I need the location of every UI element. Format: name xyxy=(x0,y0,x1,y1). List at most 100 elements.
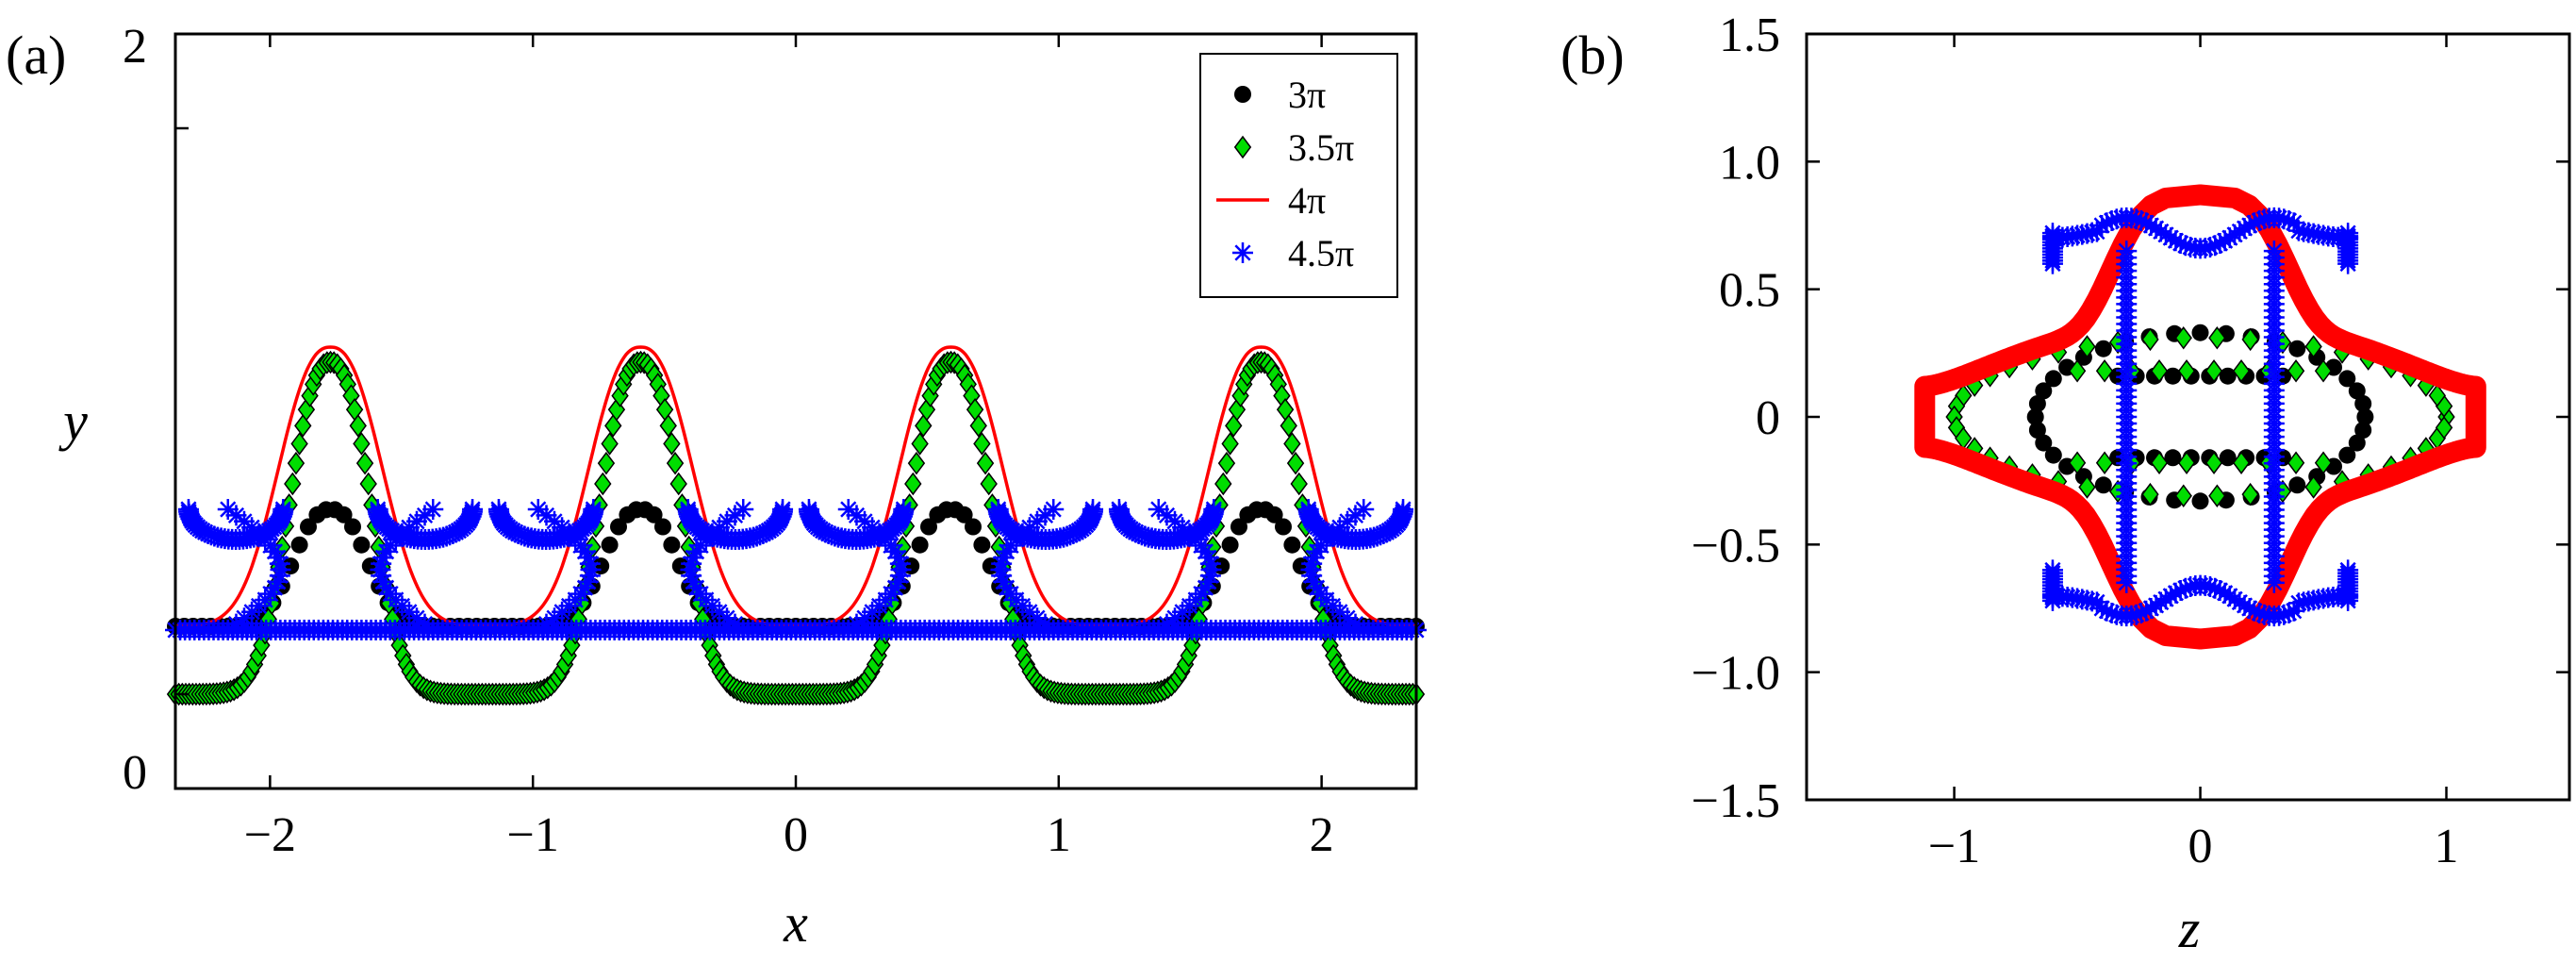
series-4-5pi-point-b xyxy=(2219,227,2240,249)
series-3-5pi-point-a xyxy=(969,414,987,438)
series-4-5pi-point-b xyxy=(2116,241,2138,262)
panel-a-xtick-label: 2 xyxy=(1310,808,1334,862)
series-4-5pi-point-a xyxy=(724,505,746,526)
series-3-5pi-point-a xyxy=(290,432,308,456)
series-3pi-point-b xyxy=(2288,340,2306,357)
series-3-5pi-point-a xyxy=(349,414,367,438)
series-3pi-point-b xyxy=(2354,422,2372,439)
series-4-5pi-point-b xyxy=(2041,223,2063,244)
series-3pi-point-a xyxy=(955,506,973,523)
series-3pi-point-a xyxy=(911,536,929,554)
series-4-5pi-point-a xyxy=(1156,505,1178,526)
series-3pi-point-b xyxy=(2026,408,2044,425)
series-4-5pi-point-b xyxy=(2243,600,2265,622)
series-3-5pi-point-b xyxy=(2078,475,2096,499)
series-4-5pi-point-a xyxy=(733,620,754,640)
panel-b-ytick-label: 0 xyxy=(1756,391,1780,445)
series-4-5pi-point-b xyxy=(2136,212,2157,234)
series-3pi-point-b xyxy=(2338,446,2356,464)
series-4-5pi-point-a xyxy=(1043,620,1065,640)
series-4-5pi-point-a xyxy=(1148,620,1169,640)
series-4-5pi-point-b xyxy=(2278,209,2300,231)
series-4-5pi-point-a xyxy=(1034,613,1056,635)
series-3-5pi-point-a xyxy=(359,472,377,496)
series-b-inner-point xyxy=(2232,451,2251,474)
series-4-5pi-point-a xyxy=(197,523,219,544)
series-4-5pi-point-a xyxy=(1199,553,1221,574)
series-4-5pi-point-a xyxy=(887,547,909,569)
series-4-5pi-point-a xyxy=(717,510,738,532)
series-4-5pi-point-a xyxy=(987,499,1009,520)
series-4-5pi-point-a xyxy=(507,523,529,544)
panel-b-xtick-label: −1 xyxy=(1928,820,1980,873)
series-b-inner-point xyxy=(2204,451,2223,474)
series-4-5pi-point-a xyxy=(380,583,402,605)
series-3pi-point-a xyxy=(601,536,619,554)
series-4-5pi-point-a xyxy=(527,620,549,640)
series-3-5pi-point-b xyxy=(2174,326,2192,350)
series-4-5pi-point-a xyxy=(996,577,1017,599)
series-4-5pi-point-b xyxy=(2229,221,2251,242)
series-4-5pi-point-a xyxy=(1148,499,1169,520)
series-3pi-point-b xyxy=(2338,370,2356,388)
series-3-5pi-point-a xyxy=(904,472,922,496)
series-4-5pi-point-b xyxy=(2130,209,2152,231)
series-3-5pi-point-a xyxy=(1290,472,1308,496)
series-3pi-point-b xyxy=(2348,382,2366,400)
series-3pi-point-b xyxy=(2035,434,2053,452)
series-4-5pi-point-a xyxy=(1306,577,1328,599)
series-3-5pi-point-b xyxy=(2241,327,2259,352)
series-4-5pi-point-a xyxy=(1306,540,1328,562)
panel-b-series-4 xyxy=(2041,207,2359,627)
series-4-5pi-point-b xyxy=(2174,235,2196,257)
series-4-5pi-point-a xyxy=(259,583,281,605)
panel-b-ytick-label: −0.5 xyxy=(1692,519,1780,573)
panel-a-series-layer xyxy=(165,345,1427,706)
series-3-5pi-point-a xyxy=(911,432,929,456)
series-4-5pi-point-a xyxy=(733,499,754,520)
series-3pi-point-a xyxy=(300,518,317,536)
series-b-inner-point xyxy=(2232,359,2251,383)
series-3-5pi-point-b xyxy=(2241,482,2259,506)
series-b-inner-point xyxy=(2164,449,2182,467)
series-4-5pi-point-a xyxy=(1195,540,1216,562)
series-4-5pi-point-a xyxy=(1303,547,1325,569)
series-4-5pi-point-b xyxy=(2150,221,2171,242)
series-b-inner-point xyxy=(2314,451,2333,474)
series-4-5pi-point-a xyxy=(1353,499,1375,520)
series-3pi-point-b xyxy=(2356,408,2374,425)
legend-marker-swatch xyxy=(1234,86,1251,103)
series-4-5pi-point-a xyxy=(1311,583,1332,605)
panel-a-series-1 xyxy=(167,501,1425,635)
series-4-5pi-point-a xyxy=(683,547,704,569)
series-4-5pi-point-b xyxy=(2140,215,2162,236)
panel-b-xtick-label: 0 xyxy=(2188,820,2213,873)
panel-a-xtick-label: 1 xyxy=(1047,808,1071,862)
series-b-inner-point xyxy=(2164,367,2182,385)
legend-item: 3π xyxy=(1234,74,1326,116)
series-4-5pi-point-b xyxy=(2125,604,2147,625)
series-4-5pi-point-b xyxy=(2096,600,2118,622)
series-4-5pi-point-a xyxy=(880,583,901,605)
series-4-5pi-point-a xyxy=(1034,505,1056,526)
series-3pi-point-a xyxy=(335,506,353,523)
series-4-5pi-point-a xyxy=(217,620,239,640)
legend-marker-swatch xyxy=(1233,135,1252,159)
series-3-5pi-point-a xyxy=(659,414,677,438)
series-4-5pi-point-a xyxy=(442,523,464,544)
series-4-5pi-point-a xyxy=(570,583,591,605)
series-4-5pi-point-b xyxy=(2155,589,2177,610)
series-4-5pi-point-b xyxy=(2091,215,2113,236)
series-4-5pi-point-a xyxy=(375,577,397,599)
legend-box xyxy=(1199,53,1398,298)
series-4-5pi-point-a xyxy=(893,499,915,520)
series-b-inner-point xyxy=(2095,359,2114,383)
panel-b-ticks: −1 0 1 −1.5 −1.0 −0.5 0 0.5 1.0 1.5 xyxy=(1692,8,2569,873)
series-3-5pi-point-a xyxy=(907,451,926,475)
series-3-5pi-point-a xyxy=(294,414,312,438)
series-3-5pi-point-a xyxy=(1217,451,1236,475)
series-4-5pi-point-a xyxy=(884,540,906,562)
series-3-5pi-point-a xyxy=(1225,414,1243,438)
legend-label: 4π xyxy=(1288,179,1326,222)
